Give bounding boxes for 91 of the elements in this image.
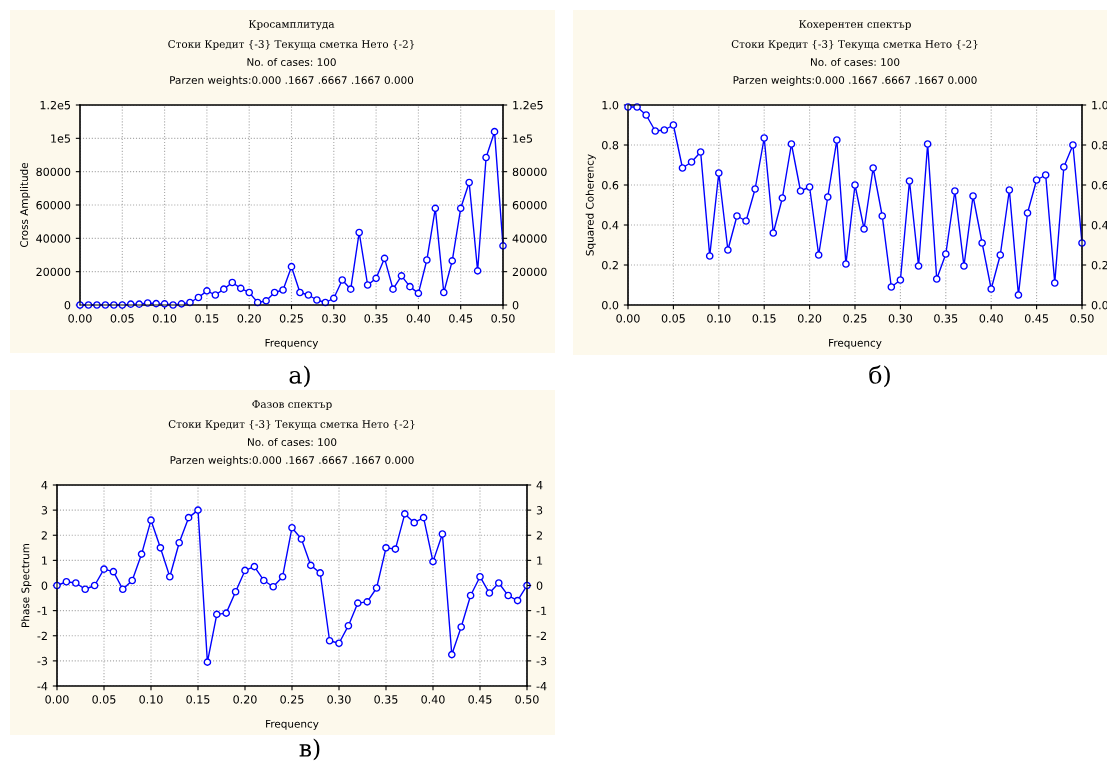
y2-tick-label: 0 (536, 581, 543, 590)
chart-title: Кросамплитуда (248, 20, 335, 31)
x-tick-label: 0.30 (888, 314, 913, 323)
x-tick-label: 0.50 (515, 695, 539, 704)
x-tick-label: 0.30 (327, 695, 351, 704)
x-tick-label: 0.15 (752, 314, 776, 323)
x-tick-label: 0.10 (152, 314, 177, 323)
y2-tick-label: 0.6 (1091, 180, 1107, 190)
y-tick-label: 0 (41, 581, 48, 590)
x-tick-label: 0.15 (186, 695, 210, 704)
y2-tick-label: 0.2 (1091, 260, 1107, 270)
y-tick-label: -2 (37, 631, 47, 640)
y-tick-label: -1 (37, 606, 47, 615)
x-tick-label: 0.20 (797, 314, 822, 323)
y-tick-label: 2 (41, 531, 47, 540)
y-tick-label: 1.0 (602, 100, 619, 110)
y-tick-label: 4 (41, 481, 48, 490)
x-axis-title: Frequency (265, 338, 319, 349)
y-tick-label: 80000 (36, 167, 71, 177)
y2-tick-label: 0 (512, 300, 519, 310)
y-tick-label: 0.8 (602, 140, 619, 150)
text: а) (289, 365, 310, 388)
chart-subtitle: Стоки Кредит {-3} Текуща сметка Нето {-2} No. of cases: 100 Parzen weights:0.000 .1667 .6667 .1667 0.000 (731, 39, 978, 87)
x-tick-label: 0.05 (110, 314, 134, 323)
x-tick-label: 0.10 (139, 695, 163, 704)
y-tick-label: 0.2 (602, 260, 618, 270)
x-tick-label: 0.15 (195, 314, 219, 323)
y-tick-label: 0.0 (602, 300, 619, 310)
x-tick-label: 0.00 (616, 314, 640, 323)
x-tick-label: 0.45 (1024, 314, 1048, 323)
y2-tick-label: 40000 (512, 234, 547, 243)
y2-tick-label: -2 (536, 631, 546, 640)
y-tick-label: 1.2e5 (40, 100, 70, 110)
y-tick-label: 20000 (36, 267, 71, 277)
chart-subtitle: Стоки Кредит {-3} Текуща сметка Нето {-2} No. of cases: 100 Parzen weights:0.000 .1667 .6667 .1667 0.000 (168, 419, 415, 467)
y-tick-label: -4 (37, 682, 48, 691)
y-tick-label: 0.4 (602, 220, 619, 230)
x-tick-label: 0.35 (364, 314, 388, 323)
x-tick-label: 0.45 (449, 314, 473, 323)
y-axis-title: Squared Coherency (585, 154, 596, 256)
y2-tick-label: 1.0 (1092, 100, 1107, 110)
chart-title: Кохерентен спектър (799, 20, 911, 31)
y2-tick-label: 80000 (512, 167, 547, 177)
x-tick-label: 0.20 (237, 314, 261, 323)
y-tick-label: 1 (42, 556, 47, 565)
y2-tick-label: 4 (536, 481, 543, 490)
y2-tick-label: -1 (536, 606, 547, 615)
x-tick-label: 0.50 (491, 314, 515, 323)
y2-tick-label: 1 (537, 556, 543, 565)
y-tick-label: 3 (41, 506, 48, 515)
x-axis-title: Frequency (266, 719, 319, 730)
y-tick-label: 60000 (36, 200, 71, 210)
y2-tick-label: 60000 (512, 200, 547, 210)
y-axis-title: Cross Amplitude (19, 162, 31, 248)
x-tick-label: 0.40 (406, 314, 431, 323)
x-tick-label: 0.25 (843, 314, 867, 323)
x-tick-label: 0.35 (374, 695, 398, 704)
x-tick-label: 0.00 (45, 695, 69, 704)
y2-tick-label: 3 (536, 506, 543, 515)
y-tick-label: 0.6 (602, 180, 619, 190)
x-tick-label: 0.05 (661, 314, 685, 323)
x-axis-title: Frequency (829, 338, 882, 349)
x-tick-label: 0.30 (322, 314, 346, 323)
x-tick-label: 0.40 (421, 695, 445, 704)
x-tick-label: 0.40 (979, 314, 1003, 323)
y2-tick-label: 0.0 (1091, 300, 1107, 310)
x-tick-label: 0.10 (707, 314, 731, 323)
y-axis-title: Phase Spectrum (21, 543, 32, 627)
x-tick-label: 0.05 (92, 695, 116, 704)
chart-subtitle: Стоки Кредит {-3} Текуща сметка Нето {-2} No. of cases: 100 Parzen weights:0.000 .1667 .6667 .1667 0.000 (168, 39, 415, 87)
x-tick-label: 0.00 (68, 314, 92, 323)
chart-title: Фазов спектър (252, 400, 332, 411)
text: в) (299, 738, 320, 761)
x-tick-label: 0.25 (280, 695, 304, 704)
x-tick-label: 0.45 (468, 695, 492, 704)
x-tick-label: 0.20 (233, 695, 257, 704)
y2-tick-label: -3 (536, 656, 547, 666)
y2-tick-label: 2 (536, 531, 542, 540)
y-tick-label: 40000 (36, 234, 71, 243)
x-tick-label: 0.25 (279, 314, 303, 323)
y-tick-label: 0 (64, 300, 71, 310)
x-tick-label: 0.35 (934, 314, 958, 323)
y2-tick-label: 1.2e5 (513, 100, 543, 110)
y-tick-label: -3 (37, 656, 48, 666)
y2-tick-label: -4 (536, 682, 547, 691)
y-tick-label: 1e5 (51, 134, 70, 143)
y2-tick-label: 1e5 (513, 134, 533, 143)
y2-tick-label: 20000 (512, 267, 547, 277)
text: б) (869, 365, 890, 388)
x-tick-label: 0.50 (1070, 314, 1094, 323)
y2-tick-label: 0.8 (1091, 140, 1107, 150)
